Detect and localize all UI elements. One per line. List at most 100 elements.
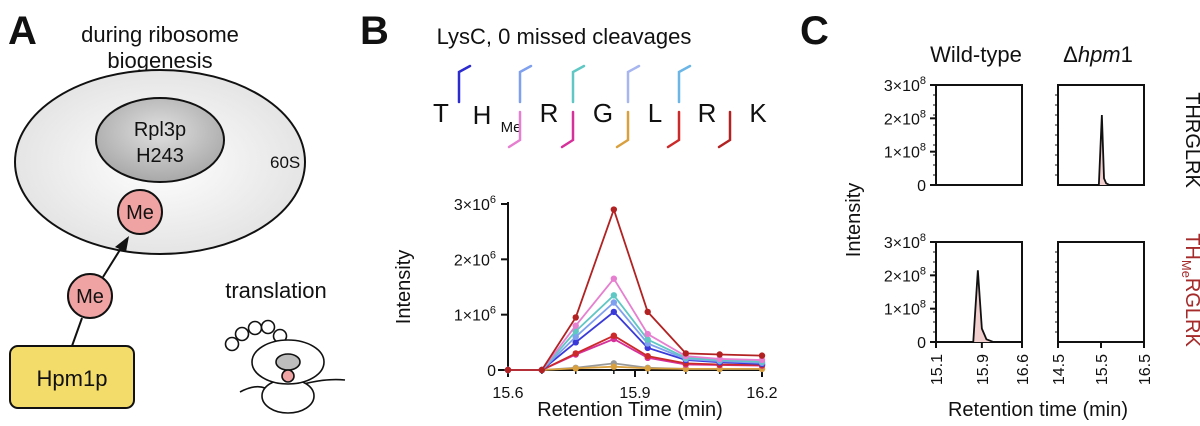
- methyl-outer-label: Me: [76, 286, 104, 308]
- c-row2-label-post: RGLRK: [1181, 278, 1200, 348]
- b-series-point: [504, 366, 512, 374]
- b-series-point: [716, 355, 723, 363]
- b-series-point: [644, 330, 651, 338]
- fragment-ion-marks: [457, 64, 732, 149]
- enzyme-box: [9, 345, 135, 409]
- c-y-tick-label: 0: [917, 335, 926, 352]
- c-y-tick-label: 3×108: [884, 232, 926, 252]
- c-panel-frame: [935, 84, 1023, 186]
- b-series-line: [508, 334, 763, 371]
- b-y-tick-label: 3×106: [454, 194, 496, 214]
- c-x-tick-label: 15.1: [929, 354, 946, 385]
- c-y-tick-label: 0: [917, 178, 926, 195]
- panel-c: C Wild-type Δhpm1 THRGLRK THMeRGLRK Inte…: [800, 9, 1200, 421]
- c-row1-label: THRGLRK: [1181, 92, 1200, 188]
- b-x-tick-label: 15.9: [619, 385, 650, 402]
- b-x-axis-label: Retention Time (min): [537, 399, 723, 421]
- b-series-line: [508, 365, 762, 371]
- methyl-inner-label: Me: [126, 202, 154, 224]
- c-y-tick-label: 1×108: [884, 299, 926, 319]
- panel-b-chart: Intensity Retention Time (min) 0 1×106 2×1…: [393, 194, 778, 421]
- c-x-tick-label: 14.5: [1051, 354, 1068, 385]
- enzyme-label: Hpm1p: [37, 366, 108, 391]
- b-series-point: [644, 352, 651, 360]
- c-row2-label: THMeRGLRK: [1179, 233, 1200, 347]
- protein-name: Rpl3p: [134, 119, 186, 141]
- panel-c-charts: 0 1×108 2×108 3×108 0 1×108 2×108 3×108 15.1 15.9…: [884, 75, 1154, 385]
- b-series-point: [572, 333, 579, 340]
- b-series-point: [716, 351, 723, 358]
- b-series-point: [610, 332, 618, 339]
- transfer-arrow-head: [115, 236, 129, 252]
- c-x-tick-label: 16.5: [1137, 354, 1154, 385]
- b-series-point: [538, 366, 546, 374]
- b-series-point: [644, 344, 651, 352]
- methyl-inner-circle: [117, 189, 163, 235]
- b-series-point: [572, 322, 579, 329]
- residue-1: H: [473, 100, 492, 130]
- panel-b-title: LysC, 0 missed cleavages: [437, 24, 692, 49]
- b-series-point: [572, 328, 579, 335]
- b-y-tick-label: 1×106: [454, 305, 496, 325]
- c-col-mutant-delta: Δ: [1063, 42, 1078, 67]
- c-peak-line: [964, 270, 1022, 343]
- b-series-point: [610, 363, 618, 370]
- residue-6: K: [749, 98, 767, 128]
- protein-residue: H243: [136, 145, 184, 167]
- b-x-tick-label: 15.6: [492, 385, 523, 402]
- b-series-point: [644, 308, 651, 316]
- c-col-mutant: Δhpm1: [1063, 42, 1133, 67]
- panel-b-letter: B: [360, 9, 389, 53]
- c-row2-label-pre: TH: [1181, 233, 1200, 260]
- c-y-tick-label: 1×108: [884, 142, 926, 162]
- c-peak-line: [1092, 114, 1144, 186]
- residue-4: L: [648, 98, 662, 128]
- translating-ribosome-icon: [224, 319, 346, 414]
- c-x-axis-label: Retention time (min): [948, 399, 1128, 421]
- b-series-point: [682, 365, 689, 373]
- b-series-point: [644, 336, 651, 343]
- subunit-label: 60S: [270, 153, 300, 172]
- c-x-tick-label: 16.6: [1015, 354, 1032, 385]
- transfer-arrow-line: [102, 244, 124, 278]
- b-series-point: [610, 275, 618, 282]
- b-y-tick-label: 0: [487, 363, 496, 380]
- panel-a-letter: A: [8, 9, 37, 53]
- b-x-tick-label: 16.2: [746, 385, 777, 402]
- translation-label: translation: [225, 278, 327, 303]
- b-series-point: [758, 352, 766, 359]
- residue-0: T: [433, 98, 449, 128]
- enzyme-connector: [71, 317, 83, 347]
- c-x-tick-label: 15.5: [1094, 354, 1111, 385]
- protein-ellipse: [95, 97, 225, 183]
- b-series-point: [610, 206, 618, 213]
- c-x-tick-label: 15.9: [975, 354, 992, 385]
- residue-1-methyl-subscript: Me: [501, 119, 522, 136]
- panel-c-letter: C: [800, 9, 829, 53]
- b-series-point: [758, 356, 766, 364]
- panel-a: A during ribosome biogenesis Rpl3p H243 …: [8, 9, 346, 414]
- b-series-point: [572, 365, 579, 372]
- b-series-point: [682, 350, 689, 357]
- c-col-mutant-number: 1: [1121, 42, 1133, 67]
- c-panel-frame: [1057, 241, 1145, 343]
- b-series-point: [610, 299, 618, 306]
- b-series-point: [572, 350, 579, 357]
- peptide-sequence: T H Me R G L R K: [433, 98, 767, 136]
- c-y-tick-label: 2×108: [884, 108, 926, 128]
- methyl-outer-circle: [67, 273, 113, 319]
- panel-a-title-line2: biogenesis: [107, 48, 212, 73]
- b-y-axis-label: Intensity: [393, 250, 415, 324]
- c-y-tick-label: 2×108: [884, 265, 926, 285]
- b-series-point: [572, 339, 579, 346]
- c-col-wildtype: Wild-type: [930, 42, 1022, 67]
- b-series-point: [572, 314, 579, 321]
- b-series-point: [644, 365, 651, 372]
- b-series-point: [610, 308, 618, 316]
- c-col-mutant-gene: hpm: [1078, 42, 1121, 67]
- residue-5: R: [698, 98, 717, 128]
- residue-3: G: [593, 98, 613, 128]
- panel-b: B LysC, 0 missed cleavages T H Me R G L …: [360, 9, 778, 421]
- b-series-line: [508, 206, 763, 371]
